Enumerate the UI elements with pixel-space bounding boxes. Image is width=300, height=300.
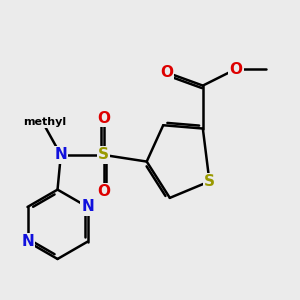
Text: S: S bbox=[98, 148, 109, 163]
Text: O: O bbox=[160, 65, 173, 80]
Text: methyl: methyl bbox=[23, 117, 66, 127]
Text: O: O bbox=[97, 111, 110, 126]
Text: N: N bbox=[81, 200, 94, 214]
Text: O: O bbox=[230, 61, 242, 76]
Text: O: O bbox=[97, 184, 110, 199]
Text: N: N bbox=[55, 148, 67, 163]
Text: S: S bbox=[204, 174, 215, 189]
Text: N: N bbox=[21, 234, 34, 249]
